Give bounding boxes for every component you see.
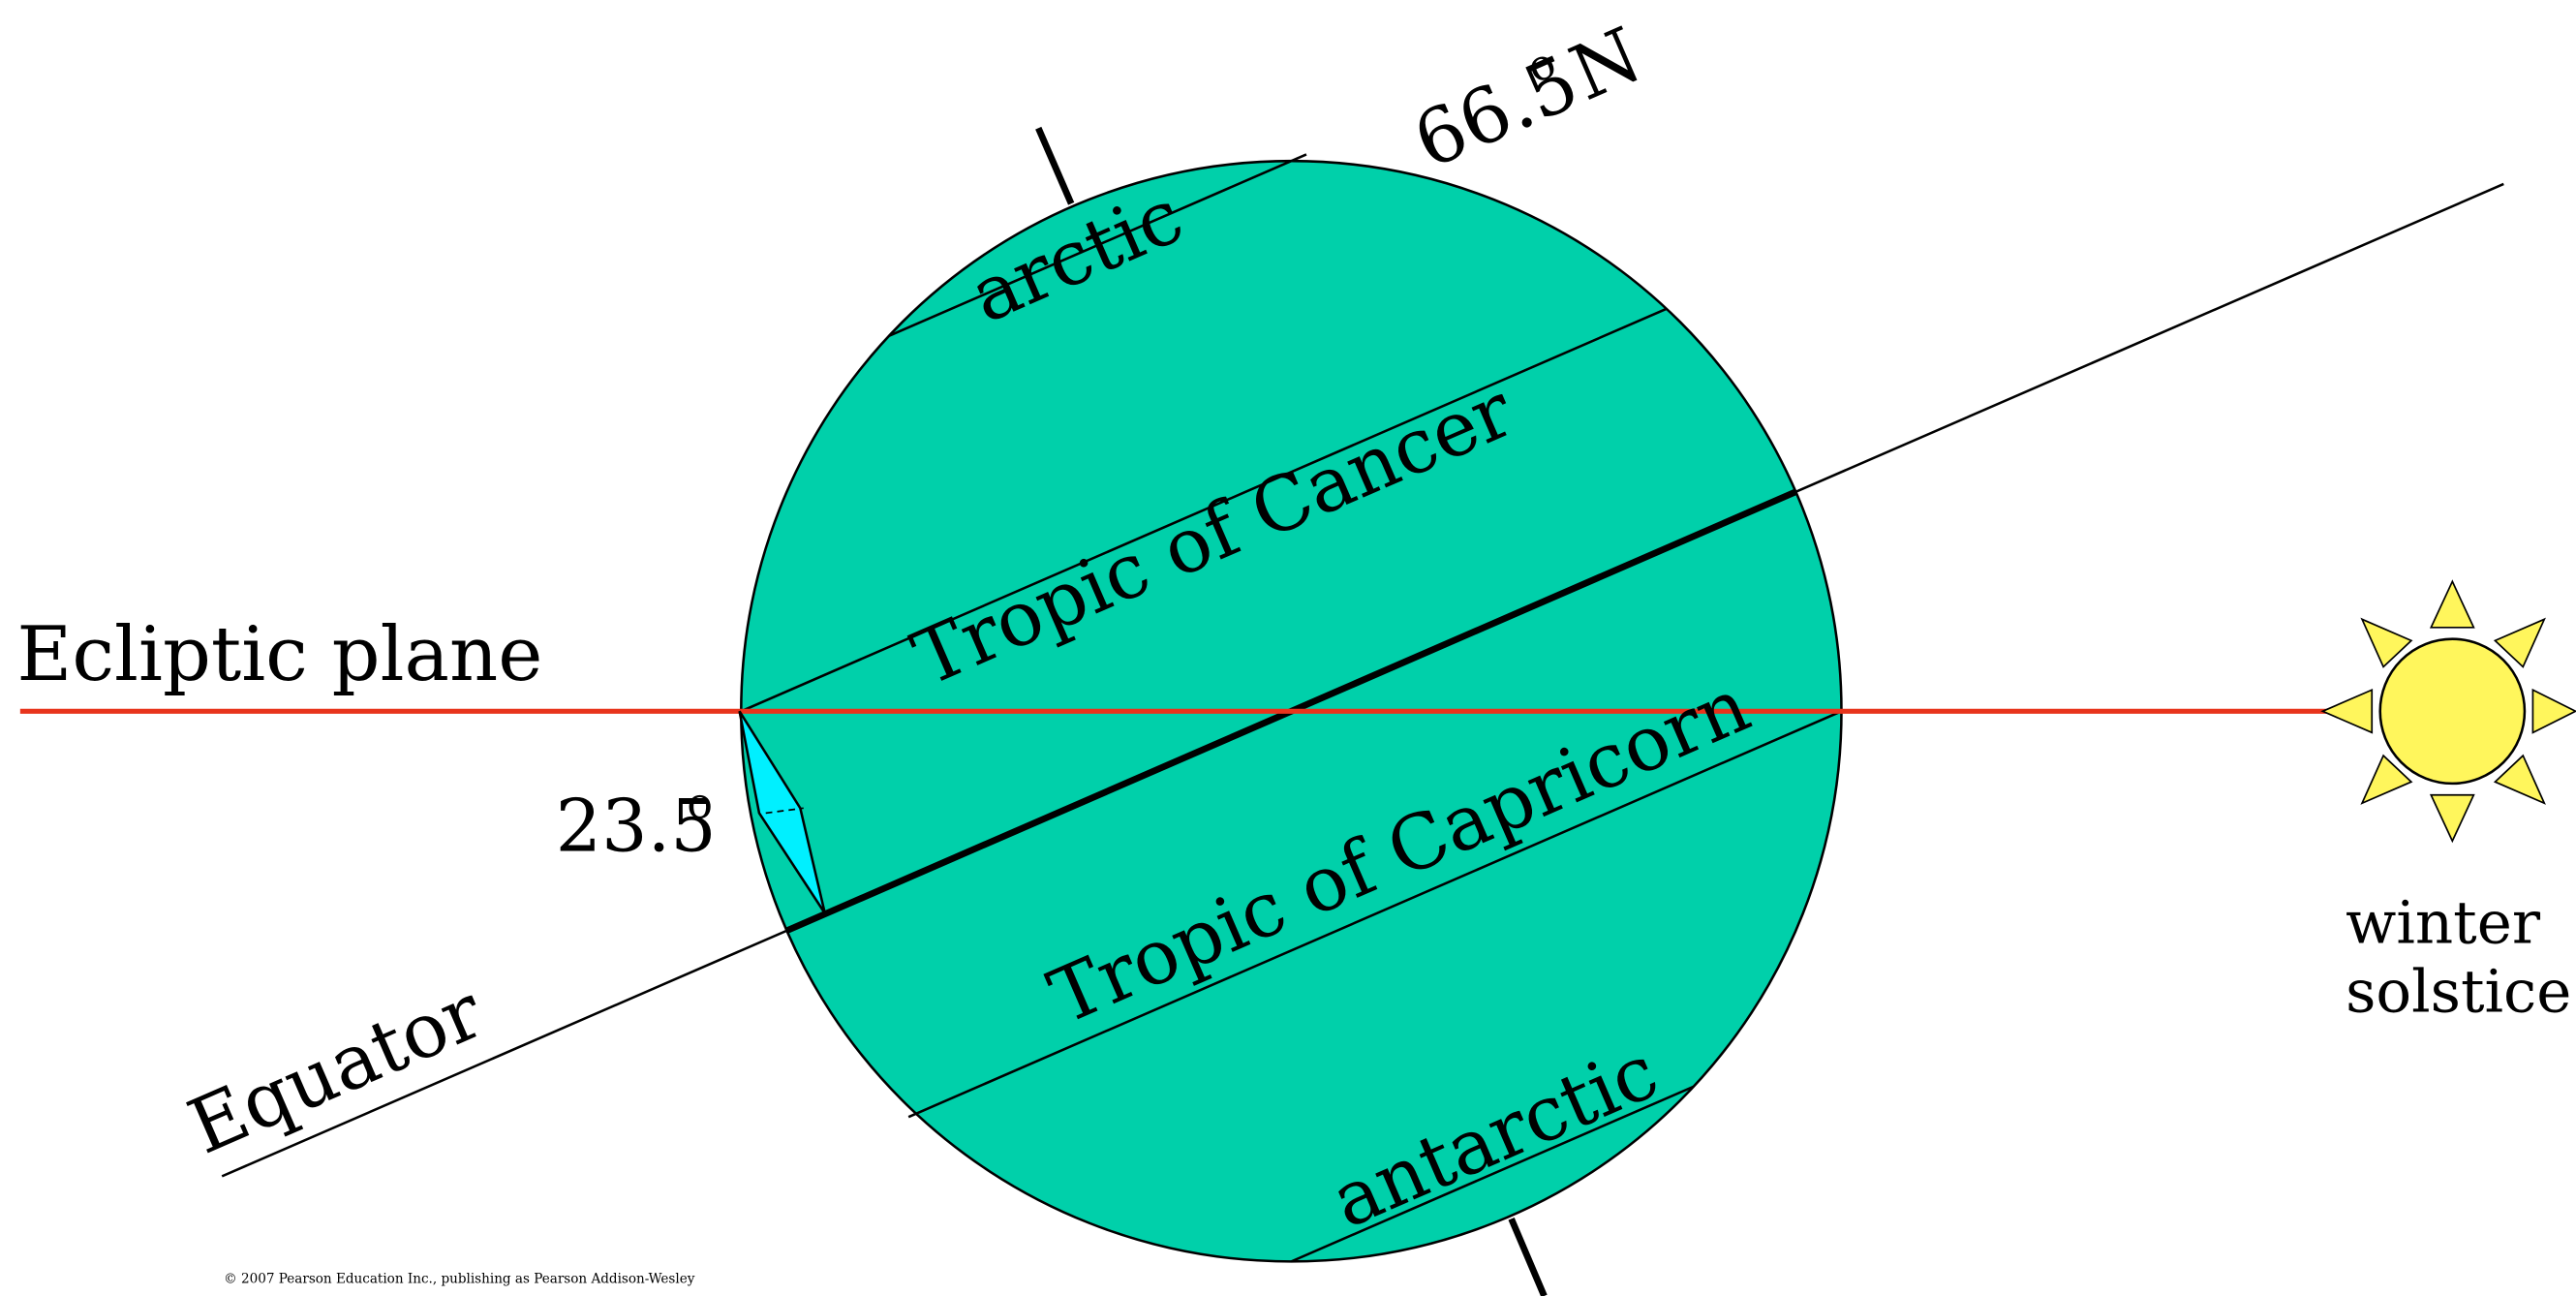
copyright: © 2007 Pearson Education Inc., publishin…	[224, 1271, 695, 1286]
tilt-wedge	[738, 710, 827, 914]
equator-label: Equator	[176, 968, 495, 1171]
axis-south	[1508, 1217, 1548, 1296]
tilt-degree: o	[687, 780, 713, 829]
ecliptic-label: Ecliptic plane	[16, 611, 542, 698]
tilt-dash	[765, 807, 804, 815]
arctic-line	[888, 153, 1307, 338]
sun	[2320, 579, 2576, 844]
axis-north	[1035, 126, 1075, 205]
latitude-value: 66.5	[1402, 39, 1591, 186]
tropic-capricorn-line	[907, 710, 1842, 1119]
antarctic-line	[1290, 1085, 1695, 1263]
tropic-cancer-line	[740, 307, 1668, 713]
sun-label-2: solstice	[2346, 958, 2571, 1027]
tilt-value: 23.5	[556, 784, 717, 868]
sun-label-1: winter	[2346, 888, 2541, 957]
